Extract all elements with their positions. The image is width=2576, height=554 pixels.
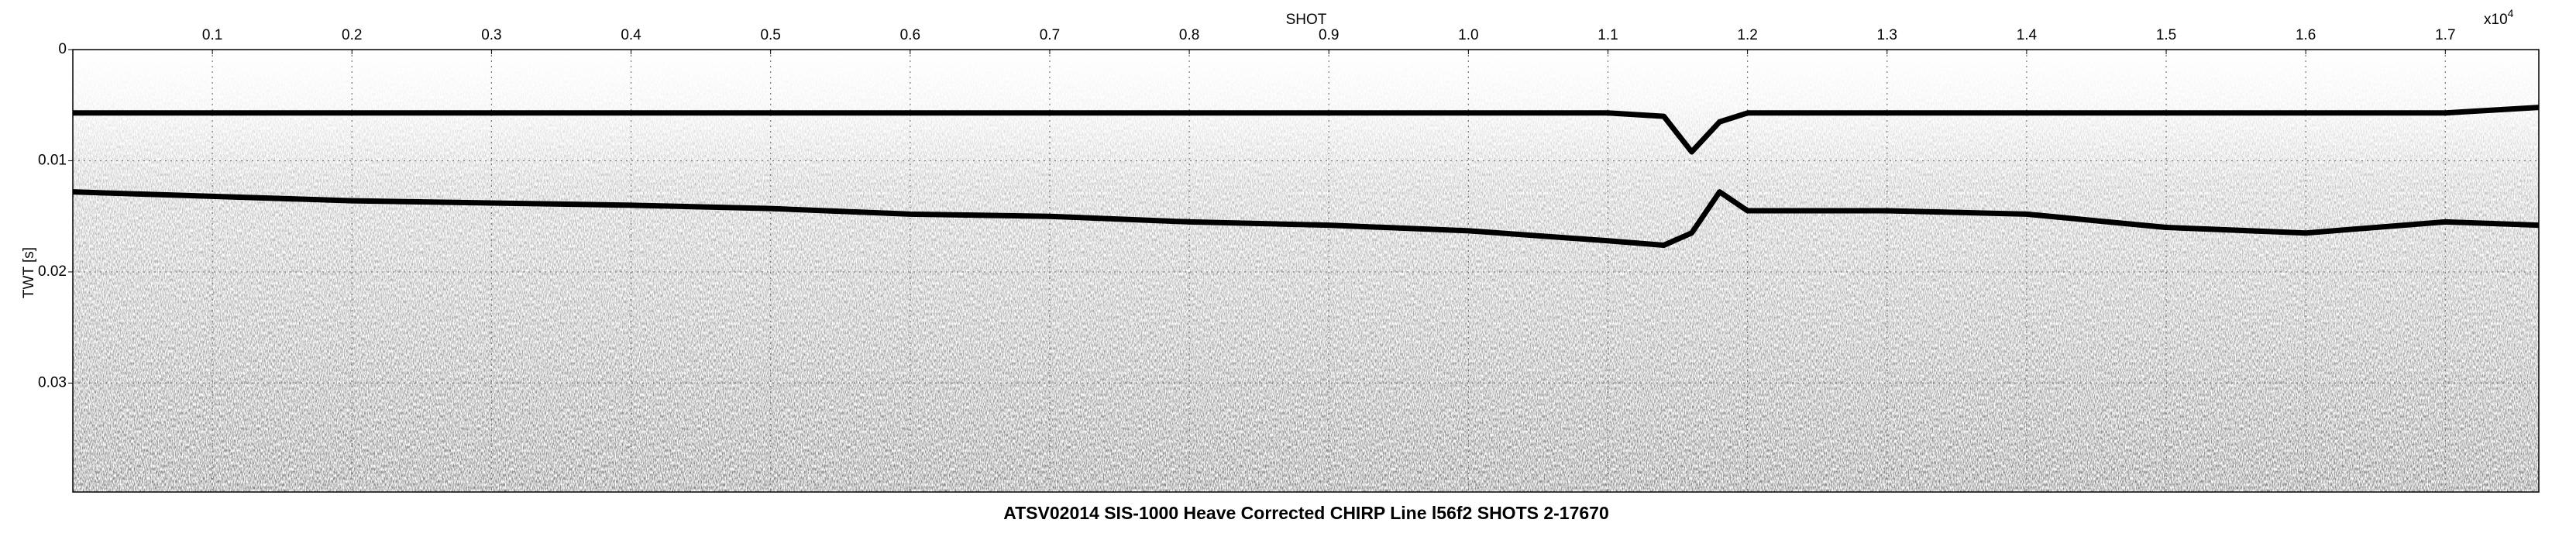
x-tick-label: 0.1 — [202, 27, 222, 43]
x-tick-label: 0.9 — [1319, 27, 1339, 43]
texture-fade — [73, 50, 2539, 492]
y-tick-label: 0.03 — [38, 374, 67, 391]
reflector-line — [72, 189, 2540, 249]
y-tick-label: 0 — [58, 41, 67, 57]
chart-title: ATSV02014 SIS-1000 Heave Corrected CHIRP… — [1003, 503, 1609, 523]
y-axis-label: TWT [s] — [21, 247, 37, 298]
x-multiplier-base: x10 — [2484, 12, 2508, 28]
x-tick-label: 0.6 — [900, 27, 920, 43]
x-tick-label: 0.3 — [481, 27, 501, 43]
x-tick-label: 1.1 — [1598, 27, 1618, 43]
x-tick-label: 1.5 — [2156, 27, 2176, 43]
x-tick-label: 0.7 — [1040, 27, 1060, 43]
x-multiplier-exponent: 4 — [2508, 7, 2514, 19]
x-tick-label: 0.4 — [621, 27, 641, 43]
plot-area — [73, 50, 2539, 492]
x-tick-label: 1.2 — [1737, 27, 1757, 43]
x-tick-label: 1.0 — [1458, 27, 1478, 43]
x-tick-label: 0.5 — [760, 27, 780, 43]
x-tick-label: 1.4 — [2017, 27, 2038, 43]
y-tick-label: 0.01 — [38, 152, 67, 168]
x-multiplier: x104 — [2484, 7, 2514, 28]
x-tick-label: 1.7 — [2435, 27, 2455, 43]
x-tick-label: 0.8 — [1179, 27, 1199, 43]
x-axis-label: SHOT — [1286, 12, 1327, 28]
y-tick-label: 0.02 — [38, 263, 67, 280]
plot-frame — [72, 49, 2540, 493]
x-tick-label: 1.3 — [1877, 27, 1897, 43]
reflector-line — [73, 105, 2540, 155]
x-tick-label: 1.6 — [2296, 27, 2316, 43]
x-tick-label: 0.2 — [342, 27, 362, 43]
